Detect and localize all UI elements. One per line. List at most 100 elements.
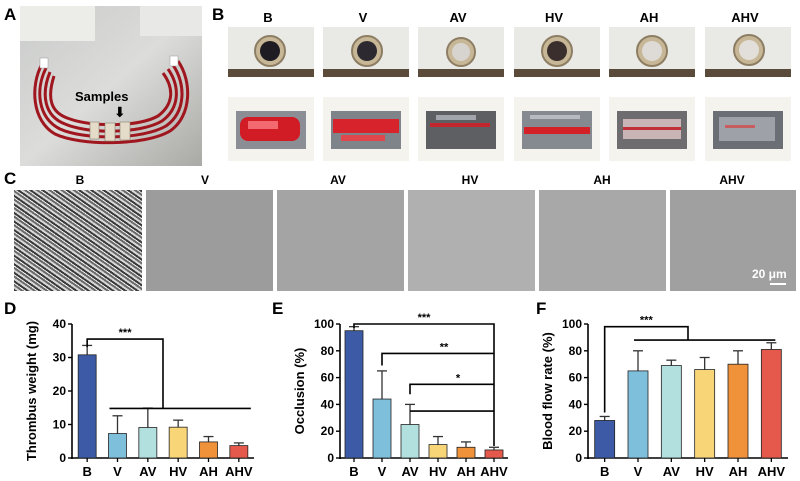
opened-tube-av [418, 97, 504, 161]
b-col-head-av: AV [449, 10, 467, 25]
opened-tube-v [323, 97, 409, 161]
thrombus-weight-chart: 0 10 20 30 40 Thrombus weight (mg) B V AV HV AH AHV… [24, 317, 254, 478]
x-tick-label: HV [429, 464, 447, 478]
scale-bar [770, 283, 786, 285]
y-tick-label: 80 [321, 344, 335, 358]
tube-crosssection-av [418, 27, 504, 77]
panel-f-letter: F [536, 299, 547, 318]
bar-b [77, 354, 97, 459]
y-tick-label: 20 [569, 424, 583, 438]
x-tick-label: V [634, 464, 643, 478]
significance-label: ** [440, 341, 449, 353]
bar-b [344, 330, 364, 459]
c-col-head-b: B [75, 173, 85, 187]
y-tick-label: 40 [53, 317, 67, 331]
tube-crosssection-ahv [705, 27, 791, 77]
y-tick-label: 100 [562, 317, 582, 331]
sem-image-v [146, 190, 273, 291]
tube-crosssection-ah [609, 27, 695, 77]
opened-tube-b [228, 97, 314, 161]
b-col-head-ahv: AHV [731, 10, 759, 25]
y-tick-label: 60 [569, 371, 583, 385]
bar-av [400, 424, 420, 459]
b-col-head-hv: HV [544, 10, 564, 25]
loop-device-illustration [20, 6, 202, 166]
y-tick-label: 30 [53, 351, 67, 365]
x-tick-label: V [378, 464, 387, 478]
blood-flow-rate-chart: 0 20 40 60 80 100 Blood flow rate (%) B V AV HV AH A… [540, 315, 788, 478]
b-col-head-b: B [263, 10, 273, 25]
x-tick-label: AH [457, 464, 476, 478]
panel-c-letter: C [4, 169, 17, 188]
b-col-head-ah: AH [639, 10, 659, 25]
sem-image-av [277, 190, 404, 291]
opened-tube-ahv [705, 97, 791, 161]
x-tick-label: AV [663, 464, 680, 478]
c-col-head-v: V [200, 173, 209, 187]
bar-hv [168, 426, 188, 459]
opened-tube-ah [609, 97, 695, 161]
bar-v [108, 433, 127, 459]
x-tick-label: B [82, 464, 91, 478]
sem-image-ah [539, 190, 666, 291]
y-tick-label: 0 [59, 451, 66, 465]
bar-ah [199, 441, 218, 459]
scale-bar-label: 20 μm [752, 267, 787, 281]
y-tick-label: 20 [321, 424, 335, 438]
bar-ahv [229, 445, 249, 459]
x-tick-label: AV [139, 464, 156, 478]
y-tick-label: 40 [569, 397, 583, 411]
x-tick-label: AHV [758, 464, 786, 478]
x-tick-label: AHV [225, 464, 253, 478]
significance-bracket [381, 352, 494, 366]
y-tick-label: 0 [575, 451, 582, 465]
opened-tube-hv [514, 97, 600, 161]
sem-image-hv [408, 190, 535, 291]
significance-bracket [409, 383, 494, 395]
y-tick-label: 0 [327, 451, 334, 465]
tube-crosssection-hv [514, 27, 600, 77]
down-arrow-icon: ⬇ [114, 104, 126, 120]
x-tick-label: V [113, 464, 122, 478]
x-tick-label: AH [199, 464, 218, 478]
significance-label: *** [640, 315, 654, 327]
y-axis-label: Blood flow rate (%) [540, 332, 555, 450]
x-tick-label: B [349, 464, 358, 478]
y-tick-label: 10 [53, 418, 67, 432]
panel-d-letter: D [4, 299, 17, 318]
y-tick-label: 60 [321, 371, 335, 385]
y-tick-label: 40 [321, 397, 335, 411]
bar-ah [727, 363, 749, 459]
c-col-head-av: AV [330, 173, 346, 187]
significance-label: *** [119, 327, 133, 339]
bar-hv [694, 369, 716, 459]
x-tick-label: HV [696, 464, 714, 478]
significance-bracket [603, 325, 689, 413]
y-tick-label: 80 [569, 344, 583, 358]
y-axis-label: Occlusion (%) [292, 348, 307, 435]
x-tick-label: AHV [480, 464, 508, 478]
bar-v [627, 370, 649, 459]
c-col-head-hv: HV [461, 173, 479, 187]
panel-b-letter: B [212, 5, 225, 24]
bar-b [594, 420, 616, 459]
bar-hv [428, 444, 448, 459]
panel-e-letter: E [272, 299, 284, 318]
tube-crosssection-b [228, 27, 314, 77]
x-tick-label: AV [401, 464, 418, 478]
significance-bracket [86, 338, 164, 409]
bar-ahv [484, 449, 504, 459]
bar-ahv [760, 349, 782, 459]
y-axis-label: Thrombus weight (mg) [24, 321, 39, 461]
b-col-head-v: V [358, 10, 368, 25]
bar-ah [456, 446, 476, 459]
significance-label: *** [418, 312, 432, 324]
bar-av [138, 427, 158, 459]
bar-v [372, 398, 392, 459]
device-photo: Samples ⬇ [20, 6, 202, 166]
panel-a-letter: A [4, 5, 17, 24]
significance-label: * [456, 372, 461, 384]
x-tick-label: B [600, 464, 609, 478]
c-col-head-ah: AH [593, 173, 611, 187]
